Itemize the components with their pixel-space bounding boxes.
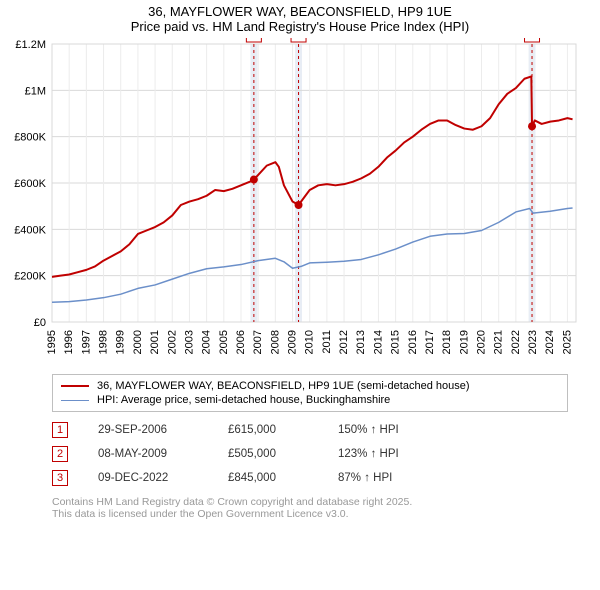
legend-swatch: [61, 400, 89, 401]
x-axis-label: 2023: [527, 330, 539, 354]
y-axis-label: £1.2M: [15, 39, 46, 51]
x-axis-label: 2022: [510, 330, 522, 354]
event-badge-number: 3: [529, 38, 535, 41]
x-axis-label: 1996: [63, 330, 75, 354]
x-axis-label: 2016: [407, 330, 419, 354]
x-axis-label: 2013: [355, 330, 367, 354]
x-axis-label: 2019: [458, 330, 470, 354]
y-axis-label: £200K: [14, 271, 46, 283]
legend-label: 36, MAYFLOWER WAY, BEACONSFIELD, HP9 1UE…: [97, 380, 470, 392]
event-price: £615,000: [228, 424, 308, 436]
event-hpi: 150% ↑ HPI: [338, 424, 418, 436]
event-marker: [250, 176, 258, 184]
chart-area: £0 £200K £400K £600K £800K £1M £1.2M 1995 1996 19…: [8, 38, 592, 368]
event-price: £845,000: [228, 472, 308, 484]
legend-row: HPI: Average price, semi-detached house,…: [61, 393, 559, 407]
event-marker: [295, 201, 303, 209]
event-hpi: 123% ↑ HPI: [338, 448, 418, 460]
x-axis-label: 1997: [80, 330, 92, 354]
event-date: 29-SEP-2006: [98, 424, 198, 436]
x-axis-label: 2007: [252, 330, 264, 354]
y-axis-label: £600K: [14, 178, 46, 190]
price-chart-svg: £0 £200K £400K £600K £800K £1M £1.2M 1995 1996 19…: [8, 38, 592, 368]
event-marker: [528, 122, 536, 130]
legend-swatch: [61, 385, 89, 387]
event-row: 3 09-DEC-2022 £845,000 87% ↑ HPI: [52, 466, 568, 490]
x-axis-label: 2000: [132, 330, 144, 354]
x-axis-label: 2025: [561, 330, 573, 354]
x-axis-label: 2006: [235, 330, 247, 354]
x-axis-label: 2021: [493, 330, 505, 354]
footer-line1: Contains HM Land Registry data © Crown c…: [52, 496, 568, 508]
x-axis-label: 1995: [46, 330, 58, 354]
x-axis-label: 1999: [115, 330, 127, 354]
event-index-badge: 1: [52, 422, 68, 438]
legend-row: 36, MAYFLOWER WAY, BEACONSFIELD, HP9 1UE…: [61, 379, 559, 393]
x-axis-label: 2020: [476, 330, 488, 354]
x-axis-label: 2003: [183, 330, 195, 354]
x-axis-label: 2005: [218, 330, 230, 354]
x-axis-label: 2008: [269, 330, 281, 354]
x-axis-label: 2015: [390, 330, 402, 354]
event-row: 2 08-MAY-2009 £505,000 123% ↑ HPI: [52, 442, 568, 466]
footer-attribution: Contains HM Land Registry data © Crown c…: [52, 496, 568, 520]
x-axis-label: 1998: [98, 330, 110, 354]
x-axis-label: 2001: [149, 330, 161, 354]
event-date: 09-DEC-2022: [98, 472, 198, 484]
chart-legend: 36, MAYFLOWER WAY, BEACONSFIELD, HP9 1UE…: [52, 374, 568, 412]
event-row: 1 29-SEP-2006 £615,000 150% ↑ HPI: [52, 418, 568, 442]
x-axis-label: 2011: [321, 330, 333, 354]
title-subtitle: Price paid vs. HM Land Registry's House …: [8, 19, 592, 34]
x-axis-label: 2014: [372, 330, 384, 354]
chart-title: 36, MAYFLOWER WAY, BEACONSFIELD, HP9 1UE…: [8, 4, 592, 34]
y-axis-label: £400K: [14, 224, 46, 236]
x-axis-label: 2004: [201, 330, 213, 354]
events-table: 1 29-SEP-2006 £615,000 150% ↑ HPI 2 08-MAY-20…: [52, 418, 568, 490]
y-axis-label: £0: [34, 317, 46, 329]
y-axis-label: £800K: [14, 132, 46, 144]
x-axis-label: 2018: [441, 330, 453, 354]
y-axis-label: £1M: [25, 85, 46, 97]
legend-label: HPI: Average price, semi-detached house,…: [97, 394, 390, 406]
event-badge-number: 1: [251, 38, 257, 41]
x-axis-label: 2017: [424, 330, 436, 354]
title-address: 36, MAYFLOWER WAY, BEACONSFIELD, HP9 1UE: [8, 4, 592, 19]
event-hpi: 87% ↑ HPI: [338, 472, 418, 484]
x-axis-label: 2012: [338, 330, 350, 354]
event-index-badge: 3: [52, 470, 68, 486]
event-badge-number: 2: [295, 38, 301, 41]
x-axis-label: 2009: [287, 330, 299, 354]
x-axis-label: 2002: [166, 330, 178, 354]
x-axis-label: 2010: [304, 330, 316, 354]
footer-line2: This data is licensed under the Open Gov…: [52, 508, 568, 520]
x-axis-label: 2024: [544, 330, 556, 354]
event-price: £505,000: [228, 448, 308, 460]
event-date: 08-MAY-2009: [98, 448, 198, 460]
event-index-badge: 2: [52, 446, 68, 462]
